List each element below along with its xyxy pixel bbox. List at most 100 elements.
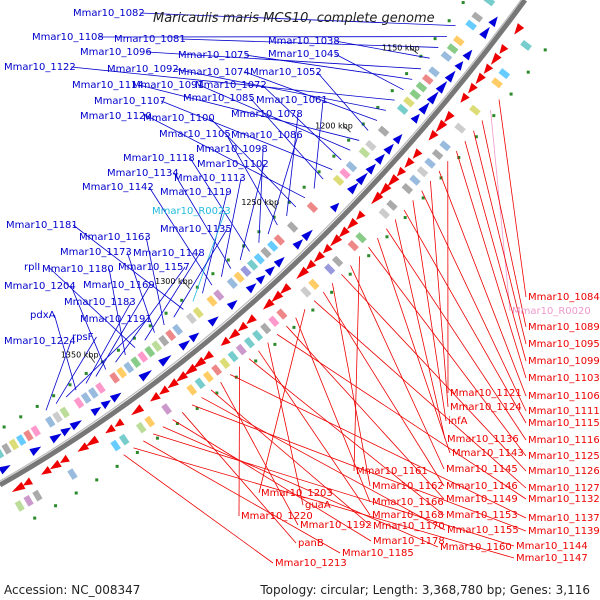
gene-label-right: Mmar10_1170	[373, 521, 445, 532]
gene-label-right: Mmar10_1126	[528, 466, 600, 477]
leader-line	[481, 120, 527, 328]
gene-label-left: Mmar10_1191	[80, 314, 152, 325]
gene-arrow-mark	[237, 321, 249, 332]
gene-arrow-mark	[273, 256, 285, 268]
gene-label-right: Mmar10_1145	[446, 464, 518, 475]
gene-arrow-mark	[90, 407, 102, 417]
leader-line	[313, 99, 324, 189]
kbp-tick-line	[268, 201, 277, 210]
orf-dot-mark	[254, 359, 258, 363]
feature-tracks	[0, 0, 547, 520]
gene-label-left: Mmar10_1204	[4, 281, 76, 292]
orf-dot-mark	[287, 200, 291, 204]
orf-dot-mark	[461, 1, 465, 5]
gene-arrow-mark	[460, 92, 470, 103]
gene-arrow-mark	[392, 134, 403, 145]
orf-dot-mark	[215, 391, 219, 395]
leader-line	[248, 358, 445, 516]
leader-line	[181, 412, 297, 544]
orf-dot-mark	[257, 230, 261, 234]
cog-category-block	[233, 271, 245, 283]
gene-arrow-mark	[138, 370, 153, 382]
cog-category-block	[59, 406, 70, 419]
gene-arrow-mark	[410, 113, 420, 124]
cog-category-block	[421, 73, 434, 85]
cog-category-block	[194, 377, 206, 390]
leader-line	[72, 224, 184, 310]
cog-category-block	[268, 315, 280, 328]
gene-label-right: Mmar10_1220	[241, 511, 313, 522]
gene-arrow-mark	[412, 148, 423, 159]
gene-label-left: pdxA	[30, 310, 56, 321]
leader-line	[341, 274, 527, 472]
orf-dot-mark	[116, 348, 120, 352]
leader-line	[238, 366, 241, 517]
gene-label-right: Mmar10_1127	[528, 483, 600, 494]
gene-arrow-mark	[245, 283, 257, 294]
map-title: Maricaulis maris MCS10, complete genome	[153, 11, 435, 26]
cog-category-block	[286, 221, 299, 233]
leader-line	[181, 38, 439, 48]
cog-category-block	[118, 433, 130, 446]
gene-label-right: Mmar10_R0020	[512, 306, 591, 317]
cog-category-block	[358, 147, 371, 159]
leader-line	[350, 265, 445, 470]
orf-dot-mark	[405, 72, 409, 76]
orf-dot-mark	[33, 516, 37, 520]
cog-category-block	[332, 174, 345, 187]
gene-arrow-mark	[329, 202, 340, 213]
gene-label-left: Mmar10_1038	[268, 36, 340, 47]
gene-arrow-mark	[356, 210, 366, 220]
cog-category-block	[226, 277, 238, 289]
cog-category-block	[88, 387, 99, 399]
gene-arrow-mark	[374, 153, 385, 165]
leader-line	[286, 113, 299, 217]
orf-dot-mark	[330, 290, 334, 294]
cog-category-block	[227, 350, 239, 363]
gene-label-right: Mmar10_1166	[372, 497, 444, 508]
gene-label-left: Mmar10_1100	[143, 113, 215, 124]
leader-line	[239, 163, 265, 261]
cog-category-block	[186, 384, 198, 396]
orf-dot-mark	[385, 235, 389, 239]
cog-category-block	[424, 157, 436, 169]
cog-category-block	[300, 286, 312, 298]
leader-line	[173, 228, 228, 318]
gene-label-left: Mmar10_1157	[118, 262, 190, 273]
orf-dot-mark	[148, 324, 152, 328]
gene-label-left: Mmar10_1113	[174, 173, 246, 184]
gene-label-right: Mmar10_1137	[528, 513, 600, 524]
accession-text: Accession: NC_008347	[4, 583, 141, 597]
gene-label-left: Mmar10_1052	[250, 67, 322, 78]
cog-category-block	[14, 500, 25, 512]
kbp-tick-label: 1150 kbp	[382, 43, 420, 52]
cog-category-block	[135, 421, 147, 434]
gene-label-left: Mmar10_1091	[132, 80, 204, 91]
genome-backbone-highlight	[0, 0, 522, 482]
cog-category-block	[110, 439, 121, 452]
cog-category-block	[339, 167, 351, 180]
cog-category-block	[8, 438, 20, 451]
cog-category-block	[252, 329, 264, 342]
kbp-tick-label: 1200 kbp	[315, 121, 353, 130]
gene-arrow-mark	[271, 290, 284, 303]
gene-label-left: Mmar10_1173	[60, 247, 132, 258]
leader-line	[335, 40, 430, 59]
leader-line	[276, 334, 527, 500]
leader-line	[160, 100, 333, 170]
cog-category-block	[158, 334, 170, 347]
cog-category-block	[431, 148, 444, 161]
cog-category-block	[23, 429, 34, 442]
cog-category-block	[498, 68, 511, 80]
orf-dot-mark	[509, 92, 513, 96]
cog-category-block	[401, 183, 414, 195]
leader-line	[386, 228, 527, 441]
gene-label-left: Mmar10_1085	[183, 93, 255, 104]
cog-category-block	[440, 50, 453, 62]
leader-line	[221, 177, 242, 277]
cog-category-block	[471, 11, 484, 23]
gene-arrow-mark	[435, 119, 448, 133]
orf-dot-mark	[543, 48, 547, 52]
kbp-tick-label: 1300 kbp	[155, 277, 193, 286]
cog-category-block	[185, 312, 197, 325]
